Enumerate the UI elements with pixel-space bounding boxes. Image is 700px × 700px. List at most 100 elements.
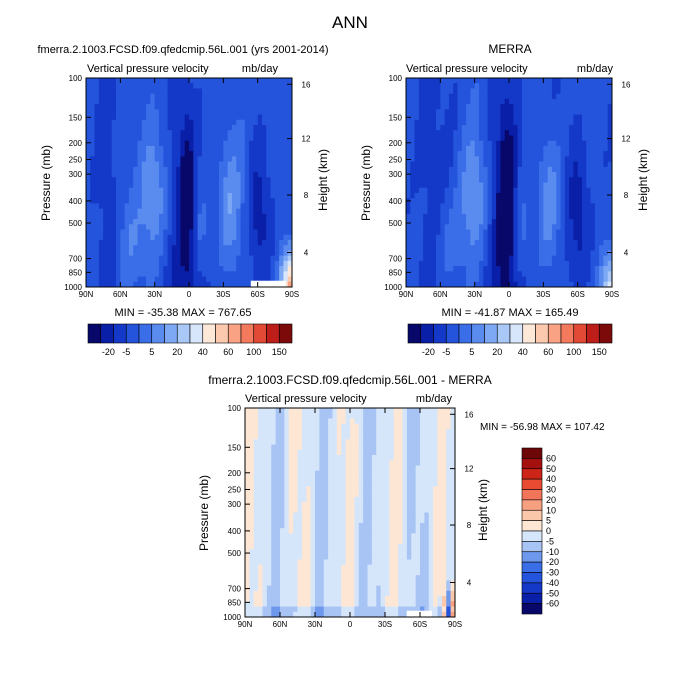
field-cell xyxy=(453,161,458,168)
field-cell xyxy=(418,177,424,183)
field-cell xyxy=(341,413,347,419)
field-cell xyxy=(380,449,386,456)
field-cell xyxy=(363,428,368,435)
field-cell xyxy=(249,449,255,456)
field-cell xyxy=(274,98,280,105)
field-cell xyxy=(274,125,280,131)
field-cell xyxy=(236,239,241,246)
field-cell xyxy=(424,491,430,498)
field-cell xyxy=(345,418,351,425)
field-cell xyxy=(141,187,147,194)
field-cell xyxy=(133,172,138,178)
field-cell xyxy=(594,125,600,131)
field-cell xyxy=(249,140,254,147)
field-cell xyxy=(461,198,467,204)
field-cell xyxy=(310,455,316,461)
field-cell xyxy=(180,88,186,95)
field-cell xyxy=(184,224,190,230)
field-cell xyxy=(253,418,259,425)
field-cell xyxy=(599,198,604,204)
field-cell xyxy=(350,475,355,482)
field-cell xyxy=(427,145,433,152)
field-cell xyxy=(496,88,501,95)
field-cell xyxy=(607,192,613,199)
field-cell xyxy=(581,166,587,173)
field-cell xyxy=(124,239,130,246)
field-cell xyxy=(167,83,173,89)
field-cell xyxy=(193,260,198,267)
field-cell xyxy=(415,475,421,482)
field-cell xyxy=(406,281,411,288)
field-cell xyxy=(539,135,544,142)
field-cell xyxy=(406,418,412,425)
field-cell xyxy=(249,481,255,487)
field-cell xyxy=(556,187,561,194)
field-cell xyxy=(483,83,488,89)
field-cell xyxy=(444,234,450,241)
field-cell xyxy=(521,172,527,178)
field-cell xyxy=(483,187,488,194)
field-cell xyxy=(371,470,377,477)
field-cell xyxy=(180,98,186,105)
field-cell xyxy=(433,486,438,493)
field-cell xyxy=(457,130,463,136)
field-cell xyxy=(418,276,424,283)
field-cell xyxy=(103,219,108,225)
field-cell xyxy=(287,198,293,204)
field-cell xyxy=(389,449,395,456)
field-cell xyxy=(411,439,417,445)
field-cell xyxy=(249,428,255,435)
field-cell xyxy=(599,161,604,168)
field-cell xyxy=(146,135,151,142)
field-cell xyxy=(158,182,164,189)
field-cell xyxy=(398,423,403,430)
field-cell xyxy=(193,161,198,168)
field-cell xyxy=(193,83,198,89)
field-cell xyxy=(219,172,224,178)
field-cell xyxy=(146,281,151,288)
field-cell xyxy=(266,166,271,173)
field-cell xyxy=(301,491,307,498)
field-cell xyxy=(521,260,527,267)
field-cell xyxy=(406,439,412,445)
field-cell xyxy=(107,203,113,210)
field-cell xyxy=(444,187,450,194)
field-cell xyxy=(120,130,126,136)
field-cell xyxy=(266,83,271,89)
field-cell xyxy=(603,135,609,142)
field-cell xyxy=(141,151,147,157)
field-cell xyxy=(275,512,281,519)
field-cell xyxy=(569,260,574,267)
field-cell xyxy=(478,119,484,126)
field-cell xyxy=(90,161,95,168)
field-cell xyxy=(594,187,600,194)
field-cell xyxy=(547,266,553,272)
field-cell xyxy=(287,104,293,110)
field-cell xyxy=(288,460,294,466)
field-cell xyxy=(279,192,284,199)
field-cell xyxy=(586,78,591,84)
field-cell xyxy=(496,172,501,178)
y-tick-label: 500 xyxy=(389,219,403,228)
field-cell xyxy=(590,187,596,194)
panel-difference: fmerra.2.1003.FCSD.f09.qfedcmip.56L.001 … xyxy=(197,373,605,629)
field-cell xyxy=(431,109,437,115)
field-cell xyxy=(564,140,570,147)
field-cell xyxy=(564,166,570,173)
field-cell xyxy=(594,182,600,189)
field-cell xyxy=(607,224,613,230)
field-cell xyxy=(423,78,428,84)
colorbar-label: 60 xyxy=(223,347,233,357)
field-cell xyxy=(90,172,95,178)
field-cell xyxy=(478,140,484,147)
field-cell xyxy=(154,104,160,110)
field-cell xyxy=(244,166,250,173)
field-cell xyxy=(517,130,523,136)
field-cell xyxy=(457,109,463,115)
field-cell xyxy=(154,78,160,84)
field-cell xyxy=(521,166,527,173)
field-cell xyxy=(560,250,566,257)
field-cell xyxy=(551,88,557,95)
field-cell xyxy=(319,428,325,435)
field-cell xyxy=(393,423,399,430)
